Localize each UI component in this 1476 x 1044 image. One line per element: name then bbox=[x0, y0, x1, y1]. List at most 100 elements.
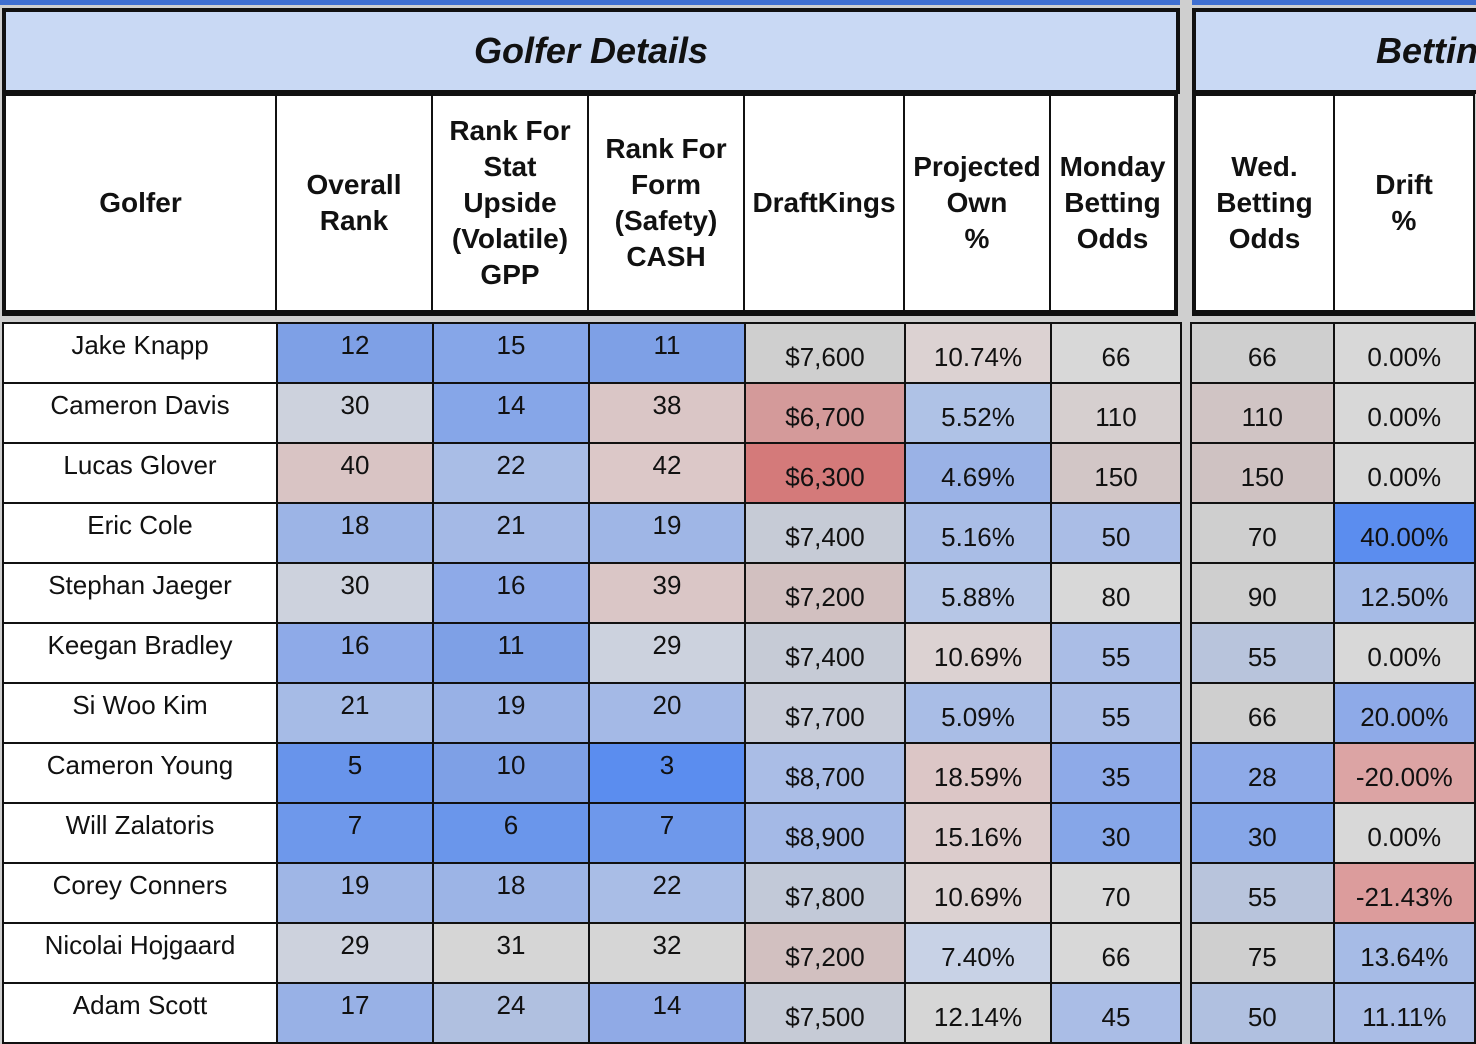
cell-monday-odds[interactable]: 80 bbox=[1050, 562, 1182, 624]
cell-projected-own[interactable]: 7.40% bbox=[904, 922, 1052, 984]
cell-overall-rank[interactable]: 7 bbox=[276, 802, 434, 864]
cell-overall-rank[interactable]: 29 bbox=[276, 922, 434, 984]
cell-overall-rank[interactable]: 19 bbox=[276, 862, 434, 924]
cell-overall-rank[interactable]: 12 bbox=[276, 322, 434, 384]
cell-golfer[interactable]: Cameron Young bbox=[2, 742, 278, 804]
cell-drift[interactable]: 0.00% bbox=[1332, 382, 1476, 444]
cell-monday-odds[interactable]: 55 bbox=[1050, 682, 1182, 744]
cell-overall-rank[interactable]: 30 bbox=[276, 382, 434, 444]
cell-golfer[interactable]: Lucas Glover bbox=[2, 442, 278, 504]
cell-overall-rank[interactable]: 30 bbox=[276, 562, 434, 624]
cell-rank-stat[interactable]: 24 bbox=[432, 982, 590, 1044]
cell-wed-odds[interactable]: 50 bbox=[1190, 982, 1335, 1044]
cell-projected-own[interactable]: 10.69% bbox=[904, 622, 1052, 684]
cell-golfer[interactable]: Corey Conners bbox=[2, 862, 278, 924]
cell-drift[interactable]: 20.00% bbox=[1332, 682, 1476, 744]
cell-projected-own[interactable]: 18.59% bbox=[904, 742, 1052, 804]
cell-rank-stat[interactable]: 31 bbox=[432, 922, 590, 984]
cell-draftkings[interactable]: $7,400 bbox=[744, 502, 906, 564]
cell-rank-stat[interactable]: 11 bbox=[432, 622, 590, 684]
cell-drift[interactable]: -20.00% bbox=[1332, 742, 1476, 804]
cell-golfer[interactable]: Keegan Bradley bbox=[2, 622, 278, 684]
cell-rank-stat[interactable]: 21 bbox=[432, 502, 590, 564]
cell-projected-own[interactable]: 5.88% bbox=[904, 562, 1052, 624]
cell-overall-rank[interactable]: 5 bbox=[276, 742, 434, 804]
cell-rank-form[interactable]: 32 bbox=[588, 922, 746, 984]
cell-rank-stat[interactable]: 19 bbox=[432, 682, 590, 744]
cell-wed-odds[interactable]: 110 bbox=[1190, 382, 1335, 444]
cell-monday-odds[interactable]: 55 bbox=[1050, 622, 1182, 684]
cell-wed-odds[interactable]: 28 bbox=[1190, 742, 1335, 804]
cell-golfer[interactable]: Eric Cole bbox=[2, 502, 278, 564]
cell-draftkings[interactable]: $7,600 bbox=[744, 322, 906, 384]
cell-drift[interactable]: 0.00% bbox=[1332, 622, 1476, 684]
cell-rank-stat[interactable]: 6 bbox=[432, 802, 590, 864]
cell-golfer[interactable]: Cameron Davis bbox=[2, 382, 278, 444]
cell-rank-form[interactable]: 20 bbox=[588, 682, 746, 744]
cell-rank-form[interactable]: 11 bbox=[588, 322, 746, 384]
cell-rank-stat[interactable]: 16 bbox=[432, 562, 590, 624]
cell-projected-own[interactable]: 10.74% bbox=[904, 322, 1052, 384]
header-projected-own[interactable]: Projected Own % bbox=[903, 94, 1051, 314]
cell-drift[interactable]: 0.00% bbox=[1332, 442, 1476, 504]
cell-draftkings[interactable]: $7,200 bbox=[744, 922, 906, 984]
cell-overall-rank[interactable]: 21 bbox=[276, 682, 434, 744]
cell-overall-rank[interactable]: 16 bbox=[276, 622, 434, 684]
cell-projected-own[interactable]: 5.09% bbox=[904, 682, 1052, 744]
cell-projected-own[interactable]: 15.16% bbox=[904, 802, 1052, 864]
cell-drift[interactable]: 13.64% bbox=[1332, 922, 1476, 984]
cell-projected-own[interactable]: 5.52% bbox=[904, 382, 1052, 444]
cell-monday-odds[interactable]: 35 bbox=[1050, 742, 1182, 804]
cell-draftkings[interactable]: $7,400 bbox=[744, 622, 906, 684]
cell-monday-odds[interactable]: 45 bbox=[1050, 982, 1182, 1044]
cell-wed-odds[interactable]: 66 bbox=[1190, 682, 1335, 744]
cell-projected-own[interactable]: 4.69% bbox=[904, 442, 1052, 504]
cell-rank-stat[interactable]: 15 bbox=[432, 322, 590, 384]
cell-golfer[interactable]: Si Woo Kim bbox=[2, 682, 278, 744]
cell-monday-odds[interactable]: 50 bbox=[1050, 502, 1182, 564]
cell-drift[interactable]: 40.00% bbox=[1332, 502, 1476, 564]
cell-drift[interactable]: 0.00% bbox=[1332, 322, 1476, 384]
cell-monday-odds[interactable]: 110 bbox=[1050, 382, 1182, 444]
header-draftkings[interactable]: DraftKings bbox=[743, 94, 905, 314]
cell-golfer[interactable]: Will Zalatoris bbox=[2, 802, 278, 864]
header-overall-rank[interactable]: Overall Rank bbox=[275, 94, 433, 314]
cell-wed-odds[interactable]: 150 bbox=[1190, 442, 1335, 504]
cell-projected-own[interactable]: 10.69% bbox=[904, 862, 1052, 924]
cell-wed-odds[interactable]: 30 bbox=[1190, 802, 1335, 864]
cell-rank-form[interactable]: 29 bbox=[588, 622, 746, 684]
cell-golfer[interactable]: Adam Scott bbox=[2, 982, 278, 1044]
cell-wed-odds[interactable]: 70 bbox=[1190, 502, 1335, 564]
cell-rank-stat[interactable]: 18 bbox=[432, 862, 590, 924]
cell-golfer[interactable]: Stephan Jaeger bbox=[2, 562, 278, 624]
cell-monday-odds[interactable]: 30 bbox=[1050, 802, 1182, 864]
cell-monday-odds[interactable]: 150 bbox=[1050, 442, 1182, 504]
header-golfer[interactable]: Golfer bbox=[3, 94, 277, 314]
cell-rank-form[interactable]: 39 bbox=[588, 562, 746, 624]
cell-wed-odds[interactable]: 75 bbox=[1190, 922, 1335, 984]
cell-overall-rank[interactable]: 40 bbox=[276, 442, 434, 504]
header-monday-odds[interactable]: Monday Betting Odds bbox=[1049, 94, 1177, 314]
cell-projected-own[interactable]: 5.16% bbox=[904, 502, 1052, 564]
cell-rank-stat[interactable]: 22 bbox=[432, 442, 590, 504]
cell-rank-form[interactable]: 7 bbox=[588, 802, 746, 864]
header-rank-form[interactable]: Rank For Form (Safety) CASH bbox=[587, 94, 745, 314]
cell-overall-rank[interactable]: 17 bbox=[276, 982, 434, 1044]
cell-rank-stat[interactable]: 10 bbox=[432, 742, 590, 804]
cell-rank-form[interactable]: 42 bbox=[588, 442, 746, 504]
cell-rank-form[interactable]: 22 bbox=[588, 862, 746, 924]
cell-projected-own[interactable]: 12.14% bbox=[904, 982, 1052, 1044]
cell-monday-odds[interactable]: 66 bbox=[1050, 922, 1182, 984]
header-drift[interactable]: Drift% bbox=[1333, 94, 1475, 314]
cell-draftkings[interactable]: $6,700 bbox=[744, 382, 906, 444]
cell-draftkings[interactable]: $8,700 bbox=[744, 742, 906, 804]
header-rank-stat[interactable]: Rank For Stat Upside (Volatile) GPP bbox=[431, 94, 589, 314]
cell-rank-form[interactable]: 3 bbox=[588, 742, 746, 804]
cell-monday-odds[interactable]: 66 bbox=[1050, 322, 1182, 384]
header-wed-odds[interactable]: Wed. Betting Odds bbox=[1193, 94, 1335, 314]
cell-draftkings[interactable]: $6,300 bbox=[744, 442, 906, 504]
cell-wed-odds[interactable]: 55 bbox=[1190, 622, 1335, 684]
cell-rank-stat[interactable]: 14 bbox=[432, 382, 590, 444]
cell-draftkings[interactable]: $7,500 bbox=[744, 982, 906, 1044]
cell-drift[interactable]: 0.00% bbox=[1332, 802, 1476, 864]
